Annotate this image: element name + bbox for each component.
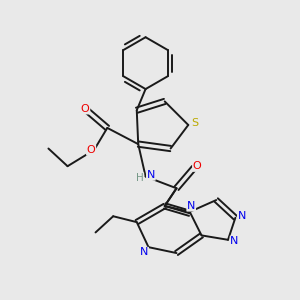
Text: S: S <box>191 118 198 128</box>
Text: O: O <box>87 145 95 155</box>
Text: N: N <box>147 170 155 180</box>
Text: O: O <box>81 104 90 114</box>
Text: N: N <box>230 236 239 246</box>
Text: N: N <box>238 211 246 221</box>
Text: H: H <box>136 173 144 183</box>
Text: O: O <box>193 161 202 171</box>
Text: N: N <box>187 201 195 211</box>
Text: N: N <box>140 248 148 257</box>
